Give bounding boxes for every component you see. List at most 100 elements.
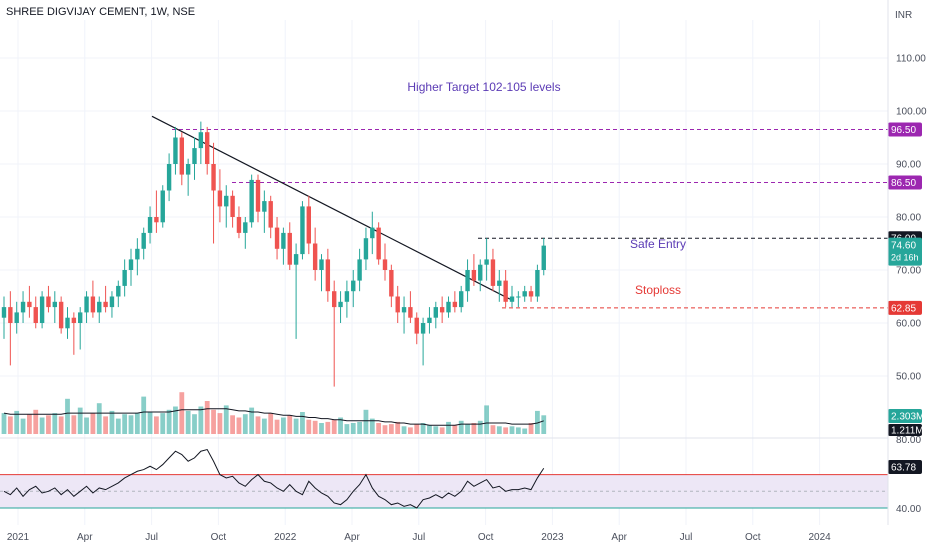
volume-bar bbox=[242, 414, 248, 434]
candle-body bbox=[268, 201, 273, 228]
candle-body bbox=[376, 227, 381, 260]
volume-bar bbox=[147, 412, 153, 434]
candle-body bbox=[344, 291, 350, 302]
rsi-value-badge bbox=[888, 460, 922, 474]
trendline-segment bbox=[151, 115, 511, 300]
volume-bar bbox=[160, 413, 166, 434]
volume-bar bbox=[261, 418, 267, 434]
candle-body bbox=[478, 264, 483, 281]
volume-bar bbox=[154, 416, 159, 434]
annotations: Higher Target 102-105 levels Safe Entry St… bbox=[407, 80, 686, 297]
candle-body bbox=[236, 217, 242, 233]
volume-bar bbox=[33, 409, 39, 434]
volume-bar bbox=[115, 418, 121, 434]
candle-body bbox=[8, 307, 13, 323]
candle-body bbox=[535, 270, 540, 297]
candle-body bbox=[97, 301, 102, 313]
candle-body bbox=[427, 317, 432, 323]
candle-body bbox=[192, 148, 197, 164]
volume-bar bbox=[204, 401, 210, 434]
price-tick-label: 60.00 bbox=[896, 319, 921, 330]
volume-bar bbox=[452, 425, 458, 434]
candle-body bbox=[173, 137, 178, 164]
candle-body bbox=[52, 301, 57, 308]
volume-bar bbox=[484, 405, 489, 434]
annotation-entry: Safe Entry bbox=[630, 237, 686, 251]
countdown-label: 2d 16h bbox=[891, 253, 919, 263]
candle-body bbox=[230, 195, 235, 217]
candle-body bbox=[205, 132, 210, 164]
rsi-tick-label: 40.00 bbox=[896, 504, 921, 515]
volume-bar bbox=[96, 403, 102, 434]
candle-body bbox=[27, 301, 32, 308]
candles bbox=[1, 121, 546, 387]
candle-body bbox=[65, 317, 70, 329]
volume-bar bbox=[217, 413, 223, 434]
volume-ma-badge bbox=[888, 424, 922, 436]
candle-body bbox=[249, 179, 254, 223]
volume-bar bbox=[350, 423, 356, 434]
price-tick-label: 50.00 bbox=[896, 372, 921, 383]
candle-body bbox=[166, 164, 172, 191]
candle-body bbox=[300, 206, 305, 255]
candle-body bbox=[522, 291, 527, 297]
volume-bar bbox=[166, 409, 172, 434]
candle-body bbox=[211, 164, 216, 191]
candle-body bbox=[471, 270, 477, 281]
volume-bar bbox=[65, 398, 70, 434]
price-tick-label: 110.00 bbox=[896, 54, 926, 65]
volume-bar bbox=[198, 406, 204, 434]
volume-bar bbox=[376, 423, 382, 434]
candle-body bbox=[46, 296, 51, 308]
volume-value-label: 2.303M bbox=[891, 412, 924, 423]
volume-bar bbox=[331, 419, 337, 434]
price-tick-label: 70.00 bbox=[896, 266, 921, 277]
time-tick-label: Oct bbox=[478, 532, 494, 543]
price-tick-label: 100.00 bbox=[896, 107, 927, 118]
candle-body bbox=[420, 323, 426, 334]
level-badge-label: 96.50 bbox=[891, 125, 916, 136]
candle-body bbox=[395, 296, 400, 313]
volume-bar bbox=[496, 426, 502, 434]
volume-bar bbox=[312, 420, 318, 434]
candle-body bbox=[325, 259, 331, 292]
candle-body bbox=[160, 190, 165, 223]
candle-body bbox=[528, 291, 534, 297]
candle-body bbox=[452, 301, 458, 308]
volume-bar bbox=[382, 425, 388, 434]
time-tick-label: 2022 bbox=[274, 532, 297, 543]
time-tick-label: 2024 bbox=[808, 532, 831, 543]
currency-label: INR bbox=[895, 10, 913, 21]
candle-body bbox=[459, 291, 464, 308]
candle-body bbox=[116, 285, 121, 297]
volume-bar bbox=[274, 419, 280, 434]
volume-bar bbox=[401, 426, 407, 434]
time-tick-label: Apr bbox=[77, 532, 93, 543]
volume-bar bbox=[236, 417, 242, 434]
volume-bar bbox=[490, 425, 496, 434]
volume-bar bbox=[109, 410, 115, 434]
volume-bar bbox=[179, 392, 185, 434]
volume-ma-value-label: 1.211M bbox=[891, 426, 924, 437]
candle-body bbox=[147, 217, 153, 233]
volume-bar bbox=[1, 413, 7, 434]
volume-bar bbox=[185, 410, 191, 434]
volume-bar bbox=[71, 415, 77, 434]
last-price-badge bbox=[888, 237, 922, 266]
candle-body bbox=[351, 280, 356, 292]
candle-body bbox=[408, 307, 413, 318]
candle-body bbox=[39, 296, 45, 323]
volume-bar bbox=[7, 416, 13, 434]
candle-body bbox=[306, 206, 311, 244]
level-badge bbox=[888, 122, 922, 137]
time-tick-label: Jul bbox=[145, 532, 158, 543]
price-levels bbox=[172, 129, 888, 309]
level-badge bbox=[888, 175, 922, 190]
rsi-line bbox=[3, 448, 545, 509]
volume-bar bbox=[192, 414, 197, 434]
candle-body bbox=[357, 259, 362, 281]
price-axis: 110.00 100.00 90.00 80.00 70.00 60.00 50.00 96.… bbox=[887, 0, 927, 525]
candle-body bbox=[332, 291, 337, 308]
candle-body bbox=[312, 243, 318, 270]
